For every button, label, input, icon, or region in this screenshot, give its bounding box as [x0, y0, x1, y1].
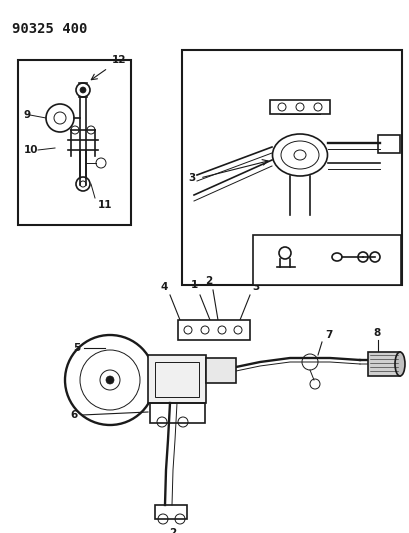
Text: 5: 5 — [72, 343, 80, 353]
Text: 2: 2 — [169, 528, 176, 533]
Text: 12: 12 — [112, 55, 126, 65]
Bar — [155, 505, 187, 519]
Text: 9: 9 — [24, 110, 31, 120]
Text: 10: 10 — [24, 145, 38, 155]
Text: 2: 2 — [204, 276, 211, 286]
Bar — [178, 320, 249, 340]
Text: 90325 400: 90325 400 — [12, 22, 87, 36]
Bar — [148, 355, 205, 403]
Bar — [367, 352, 399, 376]
Bar — [377, 135, 399, 153]
Text: 11: 11 — [98, 200, 112, 210]
Text: 14: 14 — [272, 272, 287, 282]
Ellipse shape — [394, 352, 404, 376]
Text: 3: 3 — [252, 282, 258, 292]
Text: 6: 6 — [71, 410, 78, 420]
Text: 1: 1 — [190, 280, 198, 290]
Bar — [252, 235, 400, 285]
Bar — [205, 358, 236, 383]
Bar — [150, 403, 204, 423]
Circle shape — [106, 376, 114, 384]
Text: 3: 3 — [188, 173, 195, 183]
Bar — [182, 50, 401, 285]
Bar — [270, 100, 329, 114]
Bar — [155, 362, 198, 397]
Circle shape — [80, 87, 86, 93]
Text: 4: 4 — [160, 282, 168, 292]
Bar — [18, 60, 131, 225]
Text: 13: 13 — [361, 272, 375, 282]
Text: 8: 8 — [372, 328, 379, 338]
Text: 7: 7 — [324, 330, 332, 340]
